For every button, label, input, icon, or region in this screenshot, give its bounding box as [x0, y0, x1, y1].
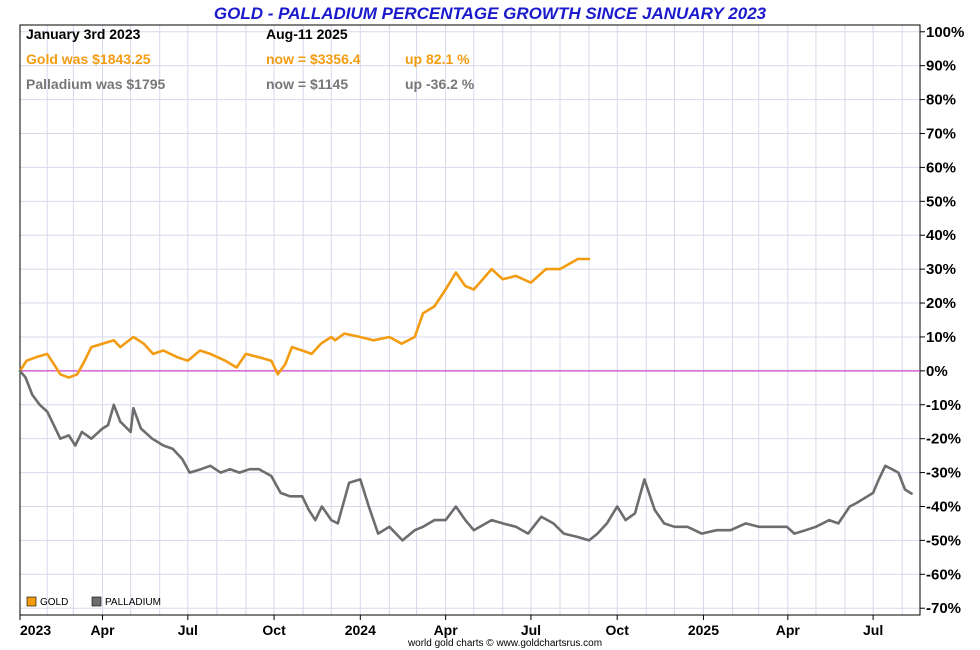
info-gold-was: Gold was $1843.25	[26, 51, 151, 67]
legend-palladium-swatch	[91, 596, 102, 607]
info-pall-up: up -36.2 %	[405, 76, 475, 92]
credit: world gold charts © www.goldchartsrus.co…	[407, 638, 602, 649]
y-tick-label: 90%	[926, 58, 956, 75]
y-tick-label: -10%	[926, 397, 961, 414]
legend-palladium-label: PALLADIUM	[105, 597, 161, 608]
legend-gold-label: GOLD	[40, 597, 68, 608]
chart-title: GOLD - PALLADIUM PERCENTAGE GROWTH SINCE…	[214, 4, 767, 23]
y-tick-label: -20%	[926, 431, 961, 448]
series-line-palladium	[18, 369, 913, 542]
plot-frame	[19, 24, 921, 616]
y-tick-label: -40%	[926, 498, 961, 515]
info-end-date: Aug-11 2025	[266, 26, 348, 42]
x-tick-label: Jul	[178, 622, 198, 638]
y-tick-label: 80%	[926, 92, 956, 109]
x-tick-label: Oct	[606, 622, 630, 638]
x-tick-label: Apr	[90, 622, 115, 638]
y-tick-label: 70%	[926, 126, 956, 143]
x-tick-label: Jul	[863, 622, 883, 638]
x-axis: 2023 Apr Jul Oct 2024 Apr Jul Oct 2025 Apr Jul	[19, 615, 883, 638]
y-tick-label: -60%	[926, 566, 961, 583]
y-tick-label: 60%	[926, 159, 956, 176]
x-tick-label: 2024	[345, 622, 376, 638]
info-pall-was: Palladium was $1795	[26, 76, 166, 92]
grid	[20, 25, 920, 615]
y-tick-label: 30%	[926, 261, 956, 278]
x-tick-label: Apr	[434, 622, 459, 638]
x-tick-label: 2025	[688, 622, 719, 638]
y-tick-label: 50%	[926, 193, 956, 210]
y-tick-label: 10%	[926, 329, 956, 346]
y-tick-label: 20%	[926, 295, 956, 312]
y-tick-label: -50%	[926, 532, 961, 549]
y-axis: 100% 90% 80% 70% 60% 50% 40% 30% 20% 10% 0% -10% -20…	[920, 24, 964, 617]
y-tick-label: 100%	[926, 24, 964, 41]
info-gold-now: now = $3356.4	[266, 51, 361, 67]
y-tick-label: -70%	[926, 600, 961, 617]
series-line-gold	[18, 257, 591, 379]
x-tick-label: Oct	[262, 622, 286, 638]
y-tick-label: -30%	[926, 465, 961, 482]
x-tick-label: 2023	[20, 622, 51, 638]
x-tick-label: Jul	[521, 622, 541, 638]
x-tick-label: Apr	[776, 622, 801, 638]
info-start-date: January 3rd 2023	[26, 26, 141, 42]
y-tick-label: 0%	[926, 363, 948, 380]
info-gold-up: up 82.1 %	[405, 51, 470, 67]
legend-gold-swatch	[26, 596, 37, 607]
series-group	[18, 257, 913, 542]
legend: GOLD PALLADIUM	[26, 596, 161, 608]
info-pall-now: now = $1145	[266, 76, 348, 92]
y-tick-label: 40%	[926, 227, 956, 244]
